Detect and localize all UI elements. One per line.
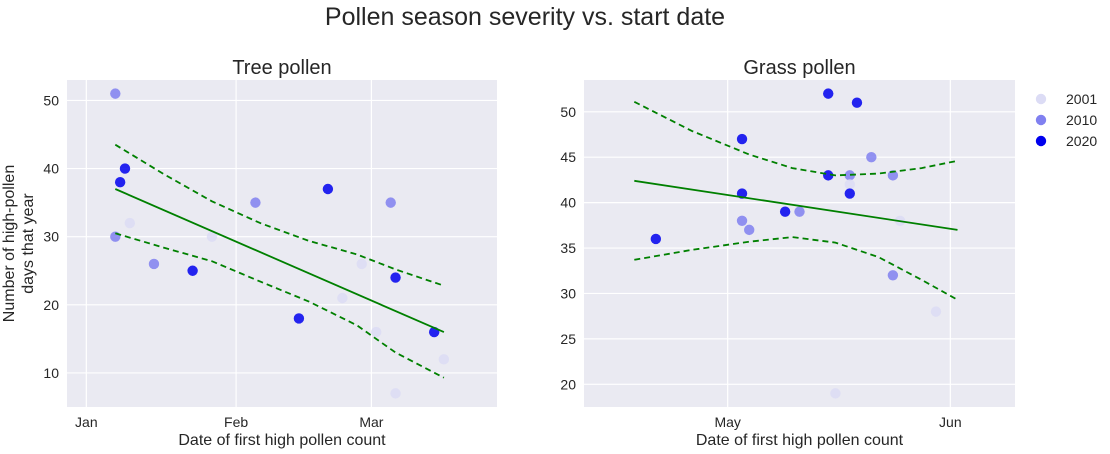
point-2010 [736,215,748,226]
x-tick-label: Mar [359,414,383,430]
point-2020 [823,88,834,99]
panel-title: Grass pollen [743,57,855,79]
point-2020 [390,272,401,283]
y-tick-label: 40 [560,195,576,211]
point-2020 [322,183,334,195]
x-tick-label: Feb [224,414,248,430]
point-2020 [779,206,791,217]
legend-marker-2020 [1035,135,1047,147]
point-2001 [371,326,382,338]
regression-line [634,179,958,231]
legend-label: 2020 [1066,133,1097,149]
point-2020 [736,133,748,145]
y-tick-label: 50 [560,104,576,120]
point-2001 [844,179,855,190]
regression-line [114,188,445,333]
legend-label: 2001 [1066,91,1097,107]
point-2001 [206,231,218,242]
y-tick-label: 25 [560,331,576,347]
x-tick-label: May [714,414,740,430]
point-2001 [390,388,401,399]
x-tick-label: Jan [75,414,98,430]
figure-title: Pollen season severity vs. start date [325,3,725,31]
point-2010 [385,197,396,208]
point-2010 [887,270,899,281]
x-tick-label: Jun [939,414,962,430]
point-2010 [250,197,261,208]
confidence-upper-line [633,100,958,177]
point-2010 [110,231,121,242]
point-2020 [851,97,863,108]
y-tick-label: 30 [43,229,59,245]
y-tick-label: 20 [43,297,59,313]
point-2010 [866,152,877,163]
x-axis-label: Date of first high pollen count [178,432,386,449]
point-2010 [148,258,160,270]
point-2020 [187,265,198,276]
point-2001 [124,217,136,229]
point-2010 [110,88,121,99]
panel-title: Tree pollen [232,57,331,79]
panel-2: 20 25 30 35 40 45 50 May Jun Grass pollen Date of … [560,57,1015,449]
y-tick-label: 35 [560,240,576,256]
legend-marker-2001 [1035,93,1047,105]
legend-marker-2010 [1035,114,1047,126]
point-2020 [650,233,662,245]
x-axis-label: Date of first high pollen count [696,432,904,449]
point-2010 [844,170,855,181]
confidence-lower-line [634,236,958,301]
point-2001 [356,258,367,270]
point-2020 [114,176,126,188]
point-2001 [337,292,348,304]
y-tick-label: 50 [43,92,59,108]
point-2020 [119,163,131,174]
panel-1: 10 20 30 40 50 Jan Feb Mar Tree pollen Date of fi… [1,57,497,449]
y-tick-label: 30 [560,285,576,301]
confidence-upper-line [114,143,445,287]
y-tick-label: 10 [43,365,59,381]
point-2020 [844,188,855,199]
point-2020 [823,170,834,181]
y-tick-label: 45 [560,149,576,165]
y-tick-label: 40 [43,161,59,177]
point-2001 [438,354,450,365]
y-axis-label: Number of high-pollen days that year [1,165,37,322]
y-tick-label: 20 [560,376,576,392]
legend-label: 2010 [1066,112,1097,128]
point-2001 [930,306,942,317]
point-2010 [744,224,755,236]
point-2020 [293,313,305,324]
point-2001 [830,388,841,399]
legend: 2001 2010 2020 [1035,91,1097,149]
point-2010 [794,206,805,217]
plot-area [67,80,497,407]
